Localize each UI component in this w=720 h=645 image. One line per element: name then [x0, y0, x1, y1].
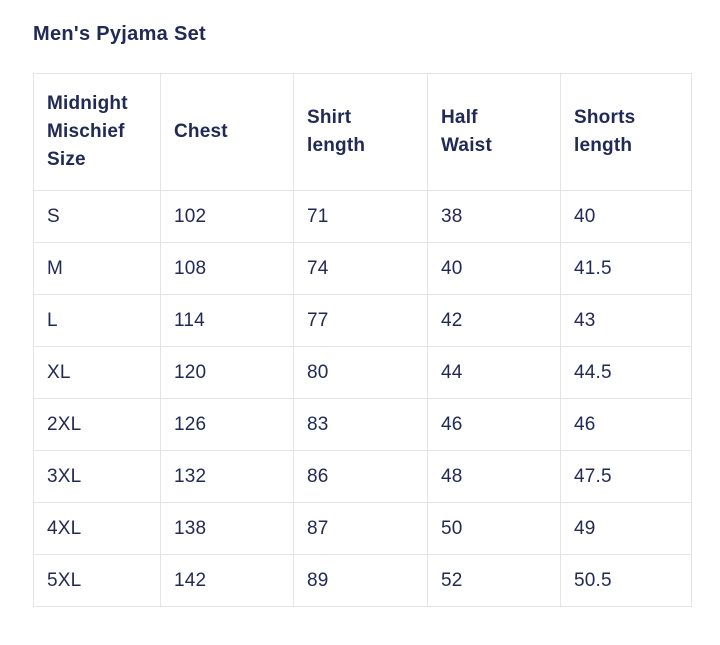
table-cell-half-waist: 42: [427, 294, 561, 347]
table-cell-chest: 132: [160, 450, 294, 503]
table-cell-half-waist: 48: [427, 450, 561, 503]
column-header-size: Midnight Mischief Size: [33, 73, 161, 191]
table-cell-shorts-length: 44.5: [560, 346, 692, 399]
table-cell-shorts-length: 47.5: [560, 450, 692, 503]
table-cell-chest: 102: [160, 190, 294, 243]
table-cell-size: 5XL: [33, 554, 161, 607]
table-cell-shirt-length: 87: [293, 502, 428, 555]
table-cell-shirt-length: 89: [293, 554, 428, 607]
table-cell-size: 2XL: [33, 398, 161, 451]
table-row: 2XL 126 83 46 46: [33, 398, 692, 451]
table-cell-shorts-length: 43: [560, 294, 692, 347]
table-cell-chest: 142: [160, 554, 294, 607]
table-row: XL 120 80 44 44.5: [33, 346, 692, 399]
page-title: Men's Pyjama Set: [33, 23, 206, 45]
table-cell-half-waist: 46: [427, 398, 561, 451]
table-cell-shirt-length: 74: [293, 242, 428, 295]
table-cell-half-waist: 44: [427, 346, 561, 399]
header-row: Midnight Mischief Size Chest Shirt lengt…: [33, 73, 692, 191]
table-cell-shirt-length: 71: [293, 190, 428, 243]
table-cell-half-waist: 50: [427, 502, 561, 555]
table-cell-shorts-length: 50.5: [560, 554, 692, 607]
table-row: L 114 77 42 43: [33, 294, 692, 347]
table-cell-size: XL: [33, 346, 161, 399]
table-cell-shirt-length: 80: [293, 346, 428, 399]
column-header-shirt-length: Shirt length: [293, 73, 428, 191]
size-chart-table: Midnight Mischief Size Chest Shirt lengt…: [33, 73, 692, 607]
column-header-shorts-length: Shorts length: [560, 73, 692, 191]
table-row: S 102 71 38 40: [33, 190, 692, 243]
column-header-chest: Chest: [160, 73, 294, 191]
table-cell-chest: 138: [160, 502, 294, 555]
table-cell-size: M: [33, 242, 161, 295]
table-cell-chest: 108: [160, 242, 294, 295]
table-cell-shorts-length: 49: [560, 502, 692, 555]
table-cell-shirt-length: 86: [293, 450, 428, 503]
table-cell-chest: 120: [160, 346, 294, 399]
table-cell-shirt-length: 77: [293, 294, 428, 347]
table-body: S 102 71 38 40 M 108 74 40 41.5 L 114 77…: [33, 190, 692, 607]
table-cell-half-waist: 38: [427, 190, 561, 243]
table-cell-size: 3XL: [33, 450, 161, 503]
table-cell-shorts-length: 46: [560, 398, 692, 451]
table-cell-shirt-length: 83: [293, 398, 428, 451]
table-cell-shorts-length: 40: [560, 190, 692, 243]
column-header-half-waist: Half Waist: [427, 73, 561, 191]
table-cell-half-waist: 52: [427, 554, 561, 607]
table-cell-chest: 126: [160, 398, 294, 451]
table-cell-size: 4XL: [33, 502, 161, 555]
table-cell-size: S: [33, 190, 161, 243]
table-row: 5XL 142 89 52 50.5: [33, 554, 692, 607]
table-row: 4XL 138 87 50 49: [33, 502, 692, 555]
table-header: Midnight Mischief Size Chest Shirt lengt…: [33, 73, 692, 191]
table-cell-size: L: [33, 294, 161, 347]
table-row: M 108 74 40 41.5: [33, 242, 692, 295]
table-cell-chest: 114: [160, 294, 294, 347]
table-row: 3XL 132 86 48 47.5: [33, 450, 692, 503]
table-cell-shorts-length: 41.5: [560, 242, 692, 295]
table-cell-half-waist: 40: [427, 242, 561, 295]
